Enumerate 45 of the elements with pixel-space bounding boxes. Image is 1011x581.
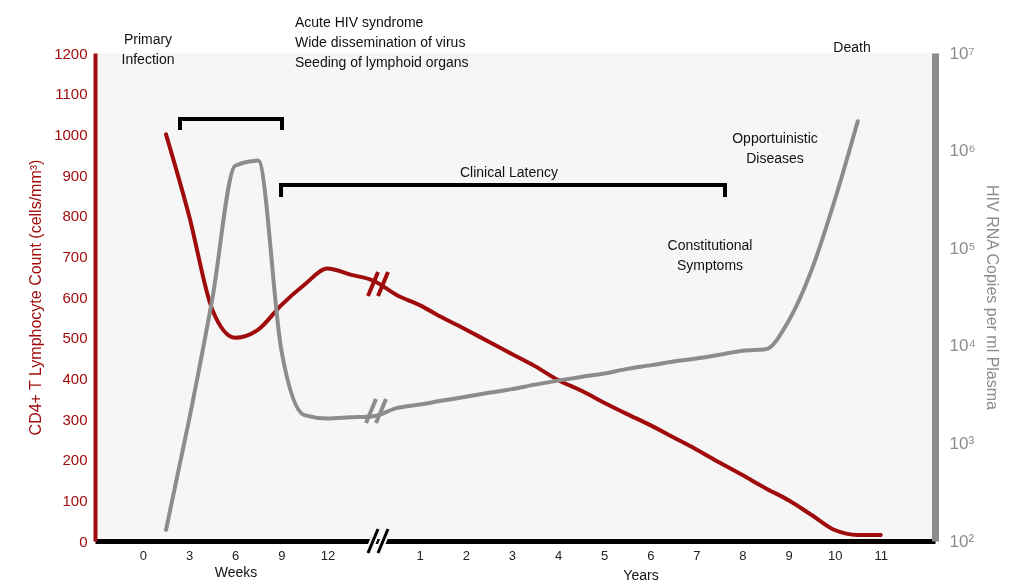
y2-tick-label: 10⁶ bbox=[949, 141, 976, 161]
y2-tick-label: 10⁷ bbox=[949, 43, 975, 63]
text: Weeks bbox=[213, 563, 259, 581]
y-tick-label: 1100 bbox=[55, 85, 88, 103]
x-tick-label: 3 bbox=[508, 547, 516, 563]
x-tick-label: 8 bbox=[739, 547, 747, 563]
x-tick-label: 5 bbox=[601, 547, 609, 563]
annotation: Clinical Latency bbox=[458, 163, 560, 182]
y-tick-label: 300 bbox=[62, 410, 88, 428]
y-axis-title: CD4+ T Lymphocyte Count (cells/mm³) bbox=[27, 159, 45, 436]
y-tick-label: 1200 bbox=[54, 44, 88, 62]
x-tick-label: 4 bbox=[554, 547, 563, 563]
y2-tick-label: 10⁵ bbox=[949, 238, 976, 258]
y-tick-label: 200 bbox=[62, 451, 88, 469]
annotation: Primary Infection bbox=[121, 31, 175, 67]
y-tick-label: 500 bbox=[62, 329, 88, 347]
y-tick-label: 900 bbox=[62, 166, 88, 184]
text: Years bbox=[622, 566, 660, 581]
x-tick-label: 12 bbox=[320, 547, 336, 563]
y-tick-label: 600 bbox=[62, 288, 88, 306]
x-tick-label: 0 bbox=[139, 547, 148, 563]
x-tick-label: 9 bbox=[278, 547, 286, 563]
x-tick-label: 3 bbox=[185, 547, 194, 563]
y-tick-label: 400 bbox=[62, 369, 88, 387]
x-tick-label: 6 bbox=[647, 547, 655, 563]
y2-tick-label: 10³ bbox=[949, 433, 975, 453]
y-tick-label: 1000 bbox=[54, 125, 88, 143]
annotation: Constitutional Symptoms bbox=[666, 236, 754, 275]
annotation: Acute HIV syndrome Wide dissemination of virus Seeding of lymphoid organs bbox=[295, 13, 469, 72]
y2-tick-label: 10² bbox=[949, 531, 975, 551]
y-tick-label: 700 bbox=[62, 247, 88, 265]
annotation: Death bbox=[833, 39, 871, 55]
annotation: Opportuinistic Diseases bbox=[731, 129, 819, 168]
x-tick-label: 9 bbox=[785, 547, 793, 563]
x-tick-label: 10 bbox=[827, 547, 843, 563]
x-tick-label: 7 bbox=[693, 547, 701, 563]
x-tick-label: 2 bbox=[462, 547, 470, 563]
y2-tick-label: 10⁴ bbox=[949, 336, 976, 356]
x-tick-label: 11 bbox=[874, 547, 889, 563]
y2-axis-title: HIV RNA Copies per ml Plasma bbox=[983, 185, 1001, 411]
x-tick-label: 6 bbox=[232, 547, 240, 563]
y-tick-label: 0 bbox=[79, 532, 88, 550]
y-tick-label: 800 bbox=[62, 207, 88, 225]
y-tick-label: 100 bbox=[62, 491, 88, 509]
x-tick-label: 1 bbox=[416, 547, 424, 563]
